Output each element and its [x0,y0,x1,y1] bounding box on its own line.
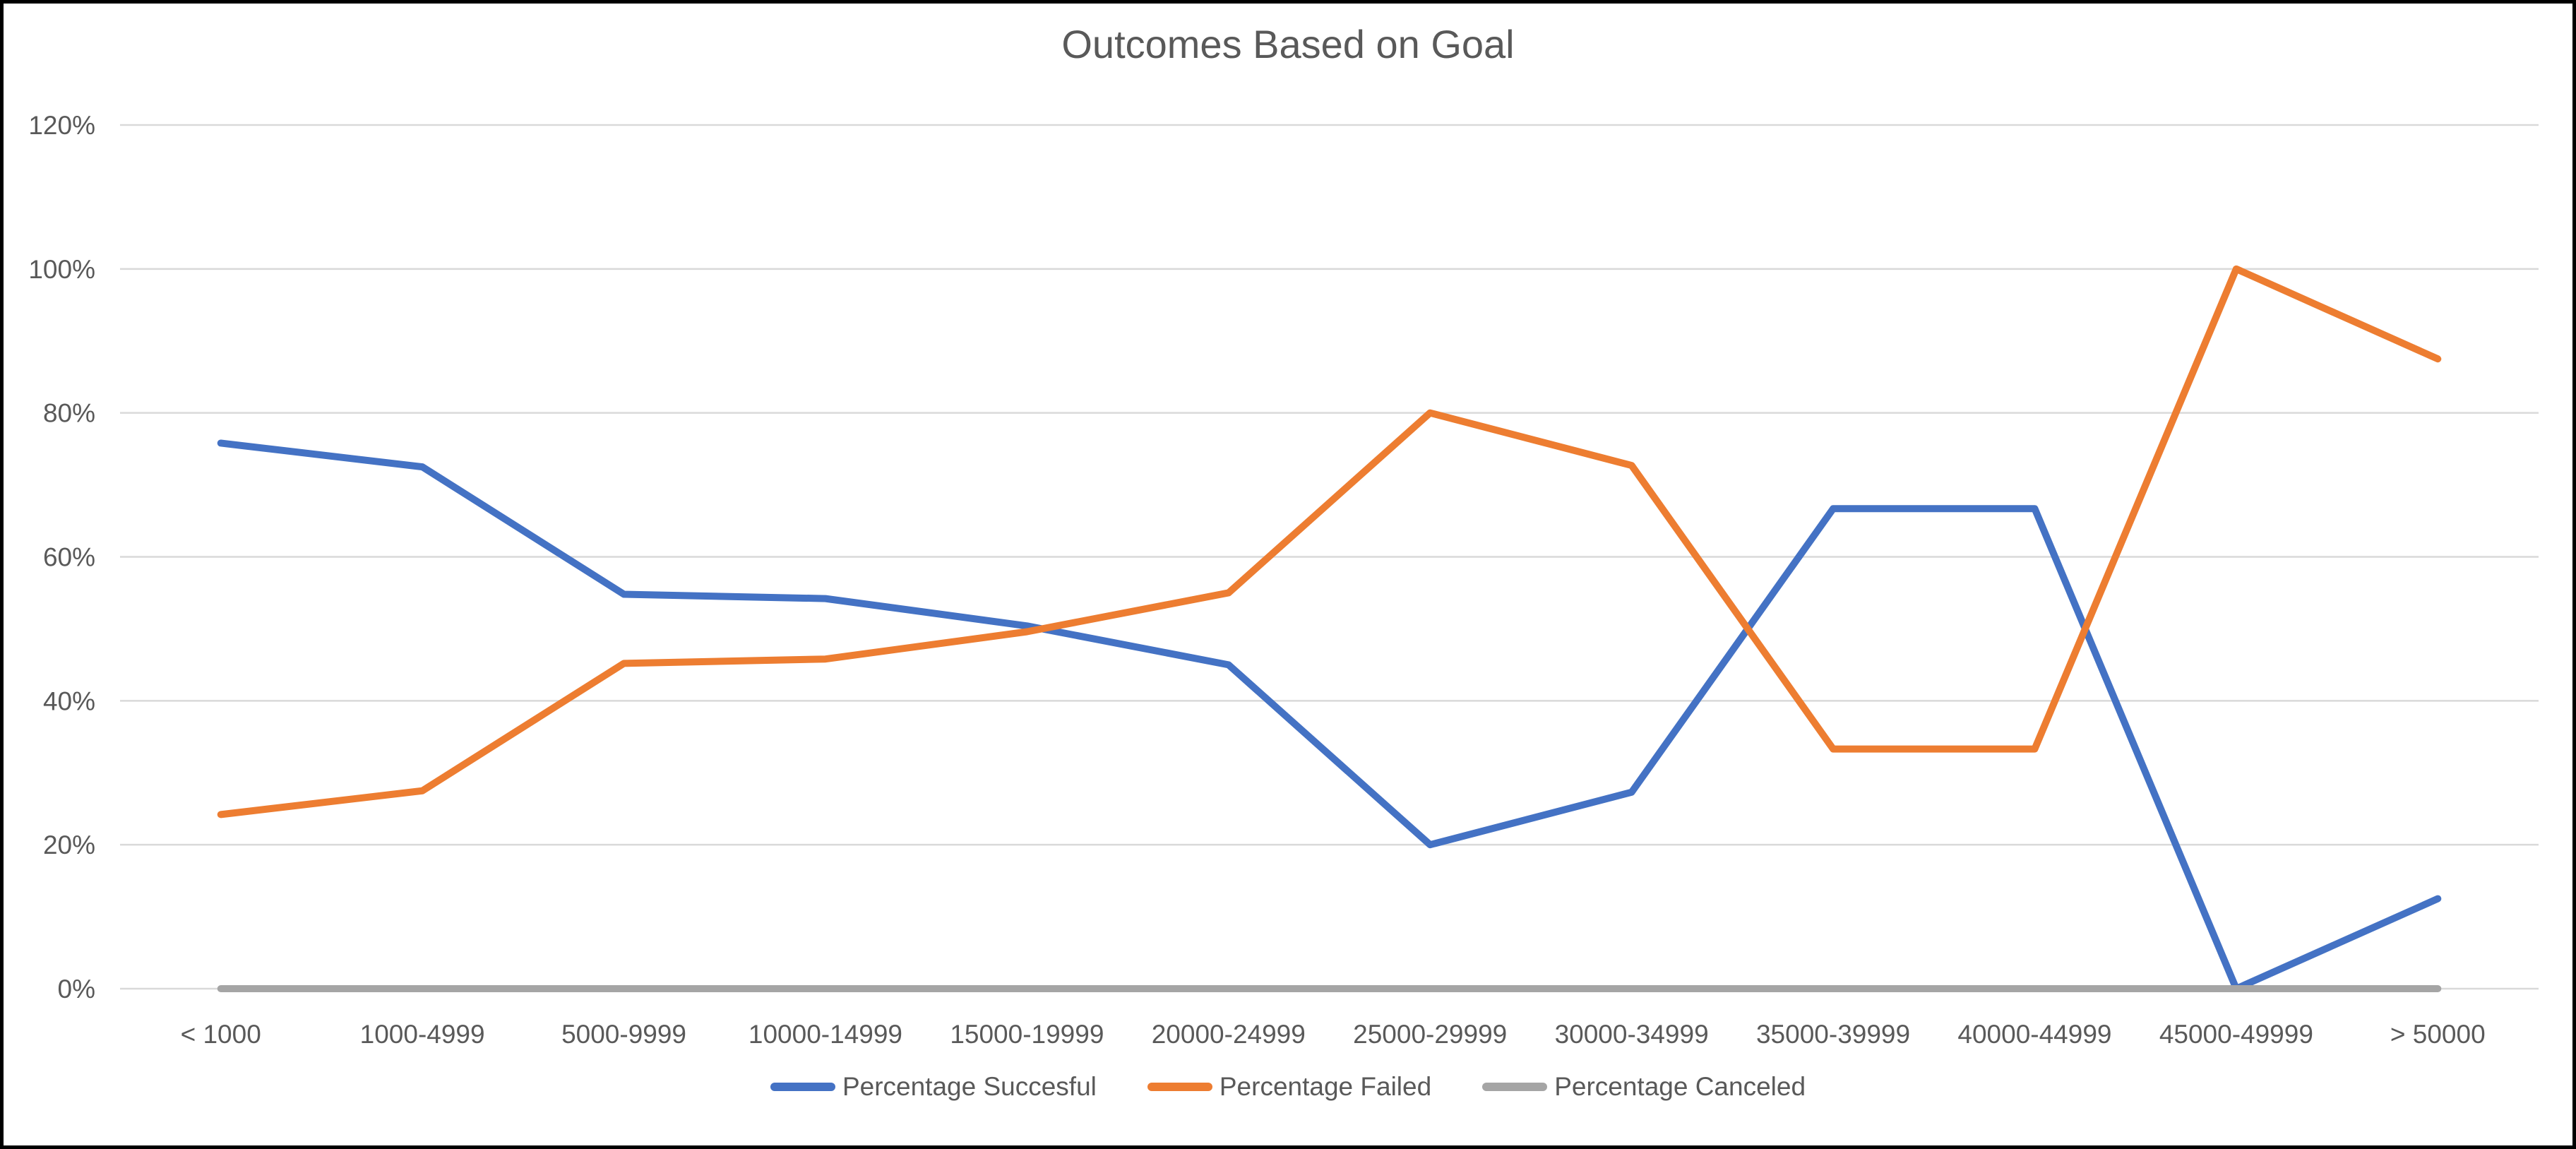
x-axis-category-label: 40000-44999 [1957,1020,2111,1049]
x-axis-category-label: 15000-19999 [950,1020,1104,1049]
y-axis-tick-label: 60% [43,542,95,571]
y-axis-tick-label: 0% [58,975,95,1004]
legend-swatch-icon [770,1083,835,1091]
x-axis-category-label: 20000-24999 [1152,1020,1306,1049]
x-axis-category-label: 10000-14999 [749,1020,902,1049]
legend-label: Percentage Failed [1219,1072,1432,1101]
y-axis-tick-label: 80% [43,399,95,428]
series-line-percentage-failed [217,265,2442,818]
x-axis-category-label: < 1000 [181,1020,261,1049]
x-axis-category-label: 25000-29999 [1353,1020,1507,1049]
x-axis-category-label: 30000-34999 [1555,1020,1709,1049]
y-axis-tick-label: 120% [28,111,95,140]
x-axis-category-label: 5000-9999 [561,1020,686,1049]
series-line-percentage-succesful [217,439,2442,992]
x-axis-category-label: 35000-39999 [1756,1020,1910,1049]
x-axis-category-label: 1000-4999 [360,1020,485,1049]
y-axis-tick-label: 40% [43,686,95,715]
legend-swatch-icon [1482,1083,1548,1091]
y-axis-tick-label: 100% [28,255,95,284]
legend-label: Percentage Canceled [1554,1072,1806,1101]
chart-title: Outcomes Based on Goal [1061,22,1515,66]
legend-item-percentage-succesful: Percentage Succesful [770,1071,1097,1102]
line-chart-plot-area: 0% 20% 40% 60% 80% 100% 120% < 1000 1000-4999 500… [28,111,2539,1049]
x-axis-category-label: > 50000 [2390,1020,2486,1049]
x-axis-category-label: 45000-49999 [2159,1020,2313,1049]
legend-label: Percentage Succesful [842,1072,1097,1101]
chart-legend: Percentage Succesful Percentage Failed Per… [4,1071,2572,1102]
legend-swatch-icon [1147,1083,1212,1091]
legend-item-percentage-failed: Percentage Failed [1147,1071,1431,1102]
y-axis-tick-label: 20% [43,831,95,859]
legend-item-percentage-canceled: Percentage Canceled [1482,1071,1806,1102]
